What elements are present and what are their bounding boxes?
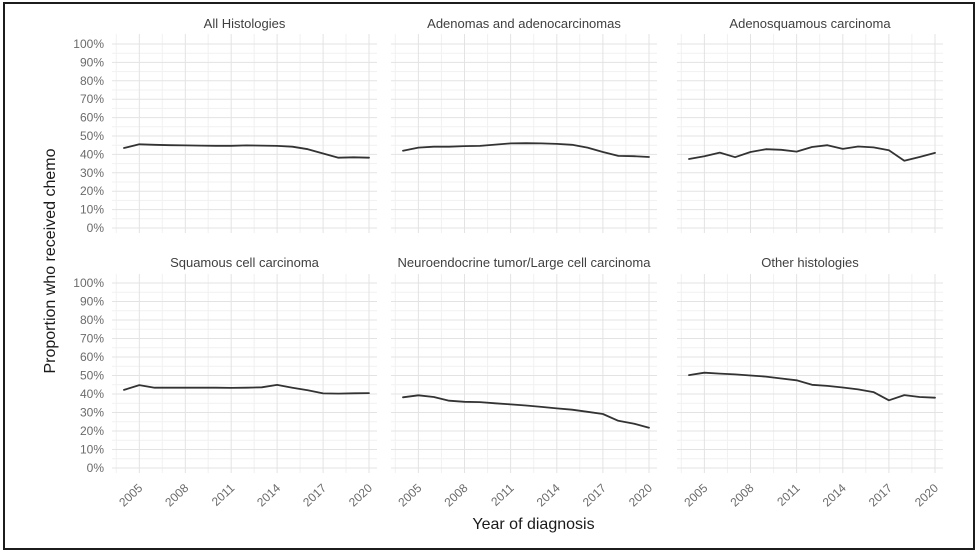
series-line (688, 371, 936, 402)
facet-panel: Adenomas and adenocarcinomas (391, 16, 657, 233)
y-tick-label: 100% (73, 276, 104, 290)
x-tick-label: 2008 (162, 481, 191, 510)
y-tick-label: 80% (80, 74, 104, 88)
y-tick-label: 70% (80, 332, 104, 346)
series-line (123, 143, 370, 159)
facet-panel: All Histologies (112, 16, 377, 233)
x-axis-title: Year of diagnosis (472, 516, 595, 533)
y-axis-title: Proportion who received chemo (42, 148, 59, 374)
series-line (123, 383, 370, 395)
x-tick-label: 2020 (626, 481, 655, 510)
y-tick-label: 10% (80, 443, 104, 457)
y-tick-label: 20% (80, 424, 104, 438)
facet-title: Squamous cell carcinoma (170, 255, 320, 270)
facet-panel: Other histologies (677, 255, 943, 473)
x-tick-label: 2014 (534, 481, 563, 510)
x-tick-label: 2017 (300, 481, 329, 510)
y-tick-label: 50% (80, 129, 104, 143)
facet-title: Other histologies (761, 255, 859, 270)
facet-panel: Squamous cell carcinoma (112, 255, 377, 473)
facet-title: Adenosquamous carcinoma (729, 16, 891, 31)
y-tick-label: 10% (80, 203, 104, 217)
x-tick-label: 2008 (727, 481, 756, 510)
facet-panel: Neuroendocrine tumor/Large cell carcinom… (391, 255, 657, 473)
x-tick-label: 2005 (395, 481, 424, 510)
x-tick-label: 2011 (774, 481, 803, 509)
x-tick-label: 2014 (820, 481, 849, 510)
x-tick-label: 2020 (346, 481, 375, 510)
y-tick-label: 60% (80, 111, 104, 125)
y-tick-label: 100% (73, 37, 104, 51)
x-tick-label: 2020 (912, 481, 941, 510)
x-tick-label: 2008 (441, 481, 470, 510)
y-tick-label: 90% (80, 55, 104, 69)
facet-panel: Adenosquamous carcinoma (677, 16, 943, 233)
y-tick-label: 60% (80, 350, 104, 364)
x-tick-label: 2017 (866, 481, 895, 510)
y-tick-label: 40% (80, 387, 104, 401)
facet-title: Adenomas and adenocarcinomas (427, 16, 621, 31)
series-line (402, 394, 650, 429)
x-tick-label: 2014 (254, 481, 283, 510)
x-tick-label: 2005 (116, 481, 145, 510)
y-tick-label: 0% (87, 461, 105, 475)
y-tick-label: 30% (80, 166, 104, 180)
series-line (402, 142, 650, 158)
x-tick-label: 2017 (580, 481, 609, 510)
x-tick-label: 2011 (209, 481, 238, 509)
y-tick-label: 30% (80, 406, 104, 420)
y-tick-label: 70% (80, 92, 104, 106)
facet-title: Neuroendocrine tumor/Large cell carcinom… (398, 255, 652, 270)
y-tick-label: 40% (80, 147, 104, 161)
y-tick-label: 0% (87, 221, 105, 235)
series-line (688, 144, 936, 162)
facet-title: All Histologies (204, 16, 286, 31)
y-tick-label: 90% (80, 295, 104, 309)
y-tick-label: 50% (80, 369, 104, 383)
x-tick-label: 2005 (681, 481, 710, 510)
y-tick-label: 80% (80, 313, 104, 327)
y-tick-label: 20% (80, 184, 104, 198)
x-tick-label: 2011 (488, 481, 517, 509)
